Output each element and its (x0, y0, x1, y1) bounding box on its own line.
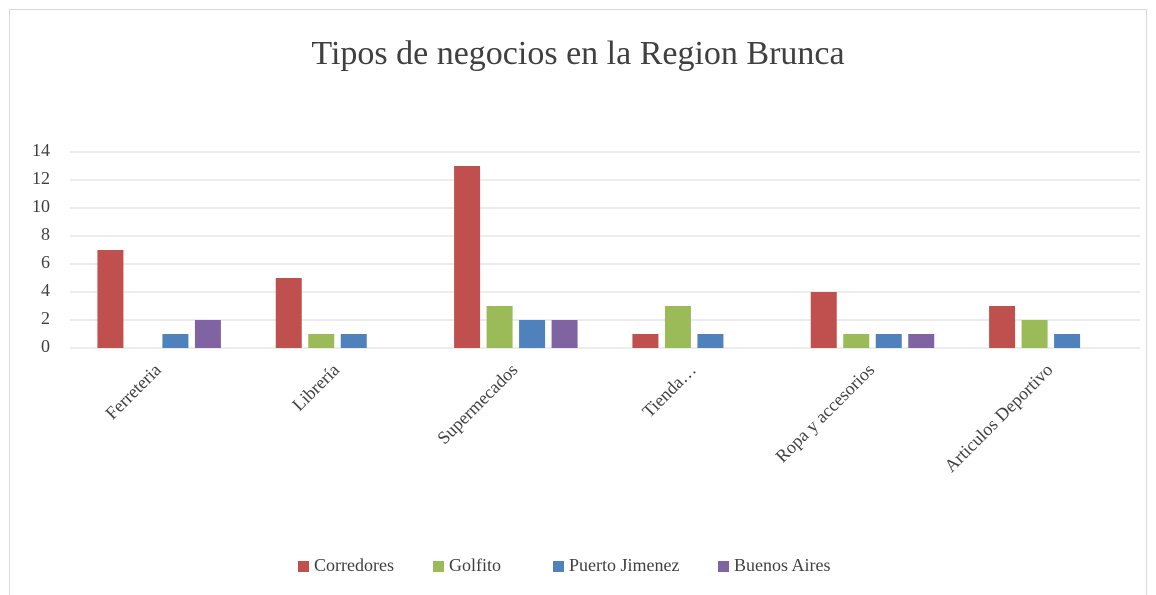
y-tick-label: 4 (41, 280, 50, 300)
bar (162, 334, 189, 348)
bar (551, 320, 578, 348)
bar (1021, 320, 1048, 348)
bar (875, 334, 902, 348)
legend-label: Corredores (314, 555, 394, 575)
bar (632, 334, 659, 348)
bar (519, 320, 546, 348)
bar (275, 278, 302, 348)
bar (664, 306, 691, 348)
y-tick-label: 8 (41, 224, 50, 244)
y-tick-label: 6 (41, 252, 50, 272)
bar (843, 334, 870, 348)
legend-swatch (553, 561, 564, 572)
bar (308, 334, 335, 348)
y-tick-label: 0 (41, 336, 50, 356)
bar (810, 292, 837, 348)
legend-swatch (718, 561, 729, 572)
chart-border (9, 9, 1147, 595)
y-tick-label: 2 (41, 308, 50, 328)
legend-label: Golfito (449, 555, 501, 575)
y-tick-label: 10 (32, 196, 50, 216)
bar (486, 306, 513, 348)
legend-swatch (298, 561, 309, 572)
bar (340, 334, 367, 348)
chart-title: Tipos de negocios en la Region Brunca (311, 35, 844, 72)
y-tick-label: 14 (32, 140, 50, 160)
legend-swatch (433, 561, 444, 572)
bar (194, 320, 221, 348)
bar (989, 306, 1016, 348)
y-tick-label: 12 (32, 168, 50, 188)
bar (908, 334, 935, 348)
legend-label: Buenos Aires (734, 555, 831, 575)
bar (697, 334, 724, 348)
legend-label: Puerto Jimenez (569, 555, 679, 575)
bar (97, 250, 124, 348)
bar (1054, 334, 1081, 348)
bar (454, 166, 481, 348)
